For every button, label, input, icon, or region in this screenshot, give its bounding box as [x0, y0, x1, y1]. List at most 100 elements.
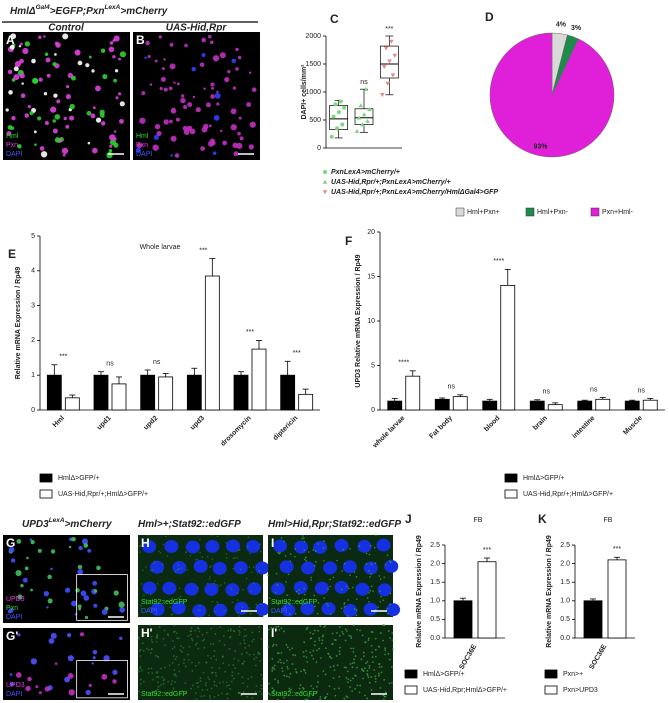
- nucleus: [142, 581, 157, 595]
- speckle: [300, 670, 303, 673]
- cell: [94, 85, 101, 92]
- speckle: [149, 694, 152, 697]
- point: [338, 99, 343, 104]
- speckle: [228, 664, 230, 667]
- speckle: [303, 655, 305, 658]
- cell: [27, 105, 31, 109]
- bar: [251, 348, 267, 411]
- cell: [17, 594, 23, 600]
- speckle: [154, 654, 157, 657]
- speckle: [285, 643, 288, 646]
- speckle: [250, 676, 253, 678]
- chart-title: FB: [604, 517, 613, 524]
- speckle: [323, 597, 326, 599]
- speckle: [319, 625, 322, 627]
- speckle: [185, 551, 187, 553]
- cell: [231, 58, 237, 64]
- speckle: [360, 658, 363, 661]
- speckle: [160, 684, 162, 686]
- speckle: [303, 641, 306, 644]
- speckle: [335, 655, 338, 657]
- nucleus: [343, 603, 358, 617]
- speckle: [327, 653, 330, 655]
- speckle: [162, 599, 165, 602]
- speckle: [197, 587, 199, 589]
- speckle: [237, 672, 240, 675]
- speckle: [249, 552, 251, 555]
- speckle: [366, 672, 369, 675]
- speckle: [241, 606, 243, 609]
- cell: [15, 569, 22, 577]
- speckle: [294, 548, 297, 550]
- cell: [92, 147, 98, 154]
- speckle: [369, 589, 372, 592]
- speckle: [301, 603, 304, 606]
- cell: [29, 111, 34, 116]
- speckle: [389, 637, 391, 639]
- cell: [25, 685, 31, 692]
- cell: [180, 97, 186, 104]
- speckle: [149, 607, 151, 609]
- point: [387, 59, 392, 64]
- speckle: [213, 582, 215, 585]
- speckle: [343, 697, 346, 700]
- cell: [9, 673, 13, 676]
- speckle: [373, 546, 376, 549]
- cell: [54, 662, 58, 665]
- cell: [84, 615, 89, 620]
- cell: [139, 117, 146, 124]
- speckle: [182, 662, 185, 665]
- speckle: [247, 677, 250, 680]
- speckle: [382, 624, 384, 626]
- speckle: [257, 570, 260, 572]
- speckle: [278, 552, 280, 555]
- nucleus: [321, 602, 336, 616]
- y-tick-label: 0.5: [430, 616, 440, 623]
- speckle: [286, 601, 288, 604]
- speckle: [374, 562, 377, 564]
- speckle: [367, 639, 370, 642]
- legend-swatch: [544, 669, 558, 679]
- speckle: [166, 633, 169, 635]
- channel-label: Pxn: [6, 142, 18, 149]
- speckle: [304, 558, 306, 561]
- cell: [43, 590, 50, 597]
- chart-title: FB: [474, 517, 483, 524]
- bar: [111, 383, 127, 411]
- speckle: [281, 667, 283, 670]
- speckle: [369, 544, 372, 547]
- speckle: [223, 582, 226, 584]
- speckle: [201, 633, 204, 636]
- speckle: [271, 687, 274, 690]
- speckle: [238, 615, 240, 617]
- significance: ns: [360, 79, 368, 86]
- cell: [113, 142, 119, 148]
- speckle: [141, 669, 143, 672]
- micrograph: I'Stat92::edGFP: [267, 624, 394, 701]
- speckle: [321, 642, 323, 645]
- cell: [191, 66, 196, 72]
- micrograph: G' UPD3 DAPI: [3, 628, 130, 700]
- speckle: [289, 672, 292, 675]
- speckle: [280, 537, 283, 539]
- figure-title: HmlΔGal4>EGFP;PxnLexA>mCherry: [10, 4, 168, 16]
- speckle: [142, 569, 144, 572]
- channel-label: Pxn: [6, 605, 18, 612]
- cell: [92, 580, 98, 586]
- speckle: [259, 653, 261, 655]
- speckle: [248, 644, 251, 647]
- cell: [101, 673, 108, 680]
- speckle: [222, 681, 224, 683]
- speckle: [367, 676, 370, 679]
- nucleus: [150, 602, 165, 616]
- cell: [6, 131, 12, 136]
- speckle: [260, 693, 263, 696]
- speckle: [387, 630, 390, 632]
- speckle: [175, 675, 177, 678]
- cell: [208, 140, 215, 147]
- bar: [624, 400, 640, 411]
- bar: [595, 398, 611, 411]
- speckle: [384, 653, 386, 656]
- speckle: [332, 677, 335, 680]
- speckle: [370, 585, 373, 588]
